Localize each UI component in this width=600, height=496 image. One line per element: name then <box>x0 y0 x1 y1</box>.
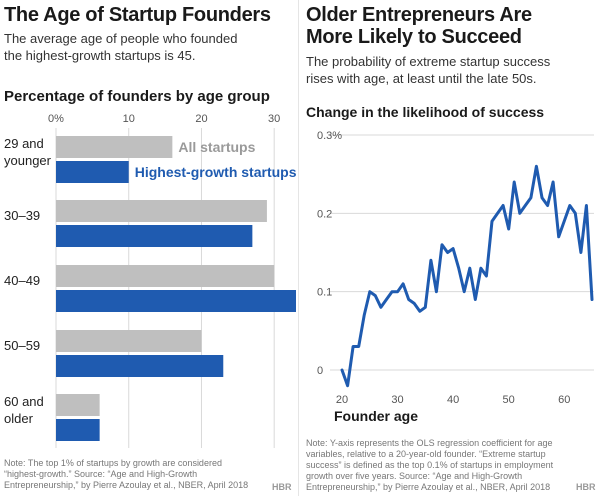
bar-x-tick-label: 0% <box>48 113 64 125</box>
bar-highest-growth <box>56 225 253 247</box>
right-hbr-logo: HBR <box>576 482 596 492</box>
line-y-tick-label: 0.2 <box>317 208 332 220</box>
bar-category-label: younger <box>4 153 52 168</box>
line-x-tick-label: 40 <box>447 394 459 406</box>
bar-x-tick-label: 20 <box>195 113 207 125</box>
left-chart-heading: Percentage of founders by age group <box>4 88 270 105</box>
right-note-line-1: Note: Y-axis represents the OLS regressi… <box>306 438 553 448</box>
line-y-tick-label: 0.3% <box>317 130 342 142</box>
line-x-tick-label: 20 <box>336 394 348 406</box>
left-note-line-3: Entrepreneurship,” by Pierre Azoulay et … <box>4 480 249 490</box>
right-note-line-5: Entrepreneurship,” by Pierre Azoulay et … <box>306 482 551 492</box>
line-y-tick-label: 0.1 <box>317 287 332 299</box>
bar-category-label: 30–39 <box>4 208 40 223</box>
right-note-line-3: success” is defined as the top 0.1% of s… <box>306 460 554 470</box>
bar-category-label: 40–49 <box>4 273 40 288</box>
left-title: The Age of Startup Founders <box>4 4 271 26</box>
bar-category-label: older <box>4 411 34 426</box>
right-title-line-2: More Likely to Succeed <box>306 26 522 48</box>
line-x-tick-label: 50 <box>503 394 515 406</box>
left-note-line-1: Note: The top 1% of startups by growth a… <box>4 458 222 468</box>
line-x-tick-label: 30 <box>391 394 403 406</box>
bar-all-startups <box>56 330 202 352</box>
line-x-axis-label: Founder age <box>334 408 418 424</box>
bar-category-label: 29 and <box>4 136 44 151</box>
line-y-tick-label: 0 <box>317 365 323 377</box>
success-likelihood-line <box>340 164 594 388</box>
left-note-line-2: “highest-growth.” Source: “Age and High-… <box>4 469 198 479</box>
bar-all-startups <box>56 200 267 222</box>
bar-x-tick-label: 10 <box>123 113 135 125</box>
bar-all-startups <box>56 265 275 287</box>
right-title-line-1: Older Entrepreneurs Are <box>306 4 532 26</box>
right-subtitle-line-1: The probability of extreme startup succe… <box>306 54 551 69</box>
bar-highest-growth <box>56 419 100 441</box>
right-subtitle-line-2: rises with age, at least until the late … <box>306 71 537 86</box>
column-divider <box>298 0 299 496</box>
bar-highest-growth <box>56 355 224 377</box>
right-note-line-4: growth over five years. Source: “Age and… <box>306 471 523 481</box>
bar-category-label: 60 and <box>4 394 44 409</box>
bar-all-startups <box>56 136 173 158</box>
right-note-line-2: variables, relative to a 20-year-old fou… <box>306 449 546 459</box>
legend-highest-growth: Highest-growth startups <box>135 164 297 180</box>
left-hbr-logo: HBR <box>272 482 292 492</box>
right-chart-heading: Change in the likelihood of success <box>306 104 545 120</box>
left-subtitle-line-1: The average age of people who founded <box>4 31 238 46</box>
legend-all-startups: All startups <box>178 139 255 155</box>
bar-highest-growth <box>56 161 129 183</box>
bar-all-startups <box>56 394 100 416</box>
left-subtitle-line-2: the highest-growth startups is 45. <box>4 48 196 63</box>
bar-highest-growth <box>56 290 296 312</box>
bar-x-tick-label: 30 <box>268 113 280 125</box>
line-x-tick-label: 60 <box>558 394 570 406</box>
bar-category-label: 50–59 <box>4 338 40 353</box>
